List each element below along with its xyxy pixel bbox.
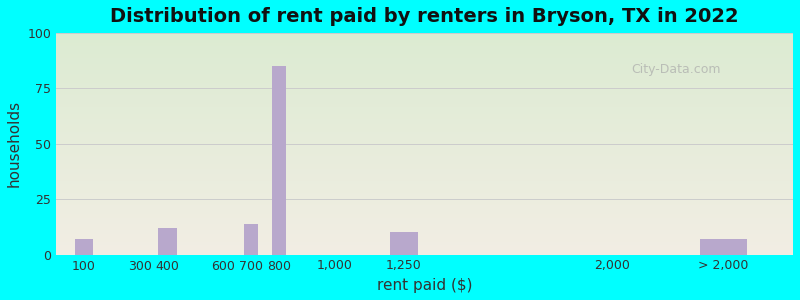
X-axis label: rent paid ($): rent paid ($): [377, 278, 472, 293]
Y-axis label: households: households: [7, 100, 22, 188]
Bar: [158, 228, 177, 255]
Bar: [74, 239, 94, 255]
Bar: [271, 66, 286, 255]
Bar: [700, 239, 747, 255]
Bar: [244, 224, 258, 255]
Title: Distribution of rent paid by renters in Bryson, TX in 2022: Distribution of rent paid by renters in …: [110, 7, 739, 26]
Bar: [390, 232, 418, 255]
Text: City-Data.com: City-Data.com: [631, 63, 721, 76]
